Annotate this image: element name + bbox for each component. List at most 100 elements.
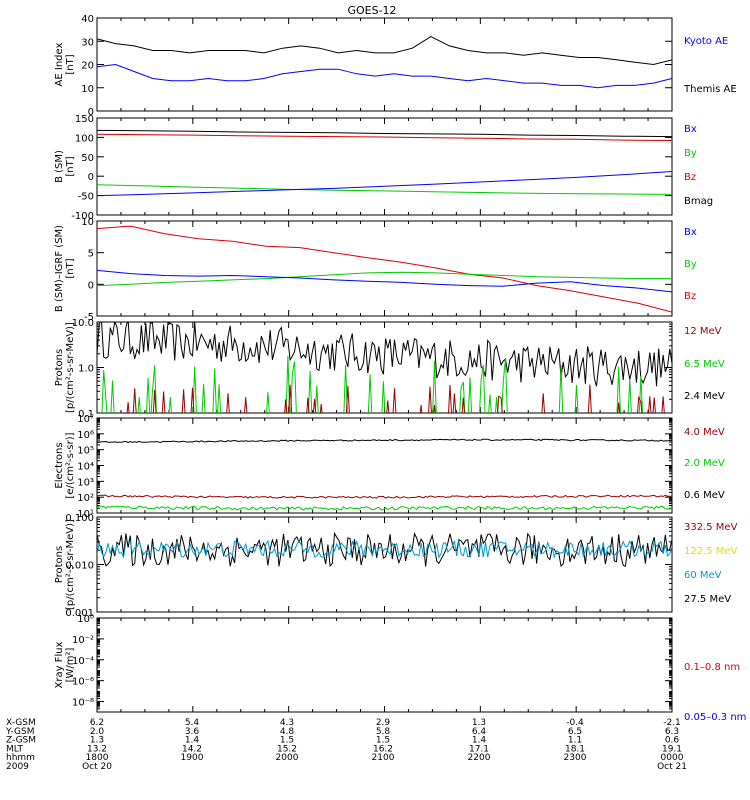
legend-entry: 332.5 MeV bbox=[684, 522, 738, 533]
y-axis-label: [e/(cm²-s-sr)] bbox=[65, 432, 76, 498]
y-tick-label: 10⁵ bbox=[77, 446, 94, 457]
y-tick-label: 10⁻⁶ bbox=[72, 677, 94, 688]
series-line-bsm-0 bbox=[97, 129, 672, 138]
xaxis-value: 2100 bbox=[372, 753, 395, 763]
panel-electrons: 10¹ 10² 10³ 10⁴ 10⁵ 10⁶ 10⁷ Electrons [e/(cm²-s-… bbox=[54, 414, 725, 520]
y-axis-label: [p/(cm²-s-sr-MeV)] bbox=[65, 322, 76, 413]
xaxis-value: 1800 bbox=[86, 753, 109, 763]
y-tick-label: 10² bbox=[77, 493, 94, 504]
y-axis-label: B (SM)–IGRF (SM) bbox=[54, 225, 65, 312]
legend-entry: 0.05–0.3 nm bbox=[684, 712, 746, 723]
y-tick-label: 0.001 bbox=[65, 608, 94, 619]
legend-entry: 2.4 MeV bbox=[684, 391, 725, 402]
xaxis-value: 15.2 bbox=[277, 744, 297, 754]
y-tick-label: 10³ bbox=[77, 477, 94, 488]
plot-frame bbox=[96, 117, 673, 216]
xaxis-value: 0000 bbox=[661, 753, 684, 763]
y-tick-label: 0.010 bbox=[65, 561, 94, 572]
series-line-protons-low-2 bbox=[126, 384, 665, 413]
y-tick-label: 10⁻⁸ bbox=[72, 698, 94, 709]
series-line-ae-0 bbox=[97, 36, 672, 66]
legend-entry: 0.6 MeV bbox=[684, 490, 725, 501]
series-line-bdiff-2 bbox=[97, 269, 672, 293]
xaxis-value: 6.2 bbox=[90, 718, 104, 728]
y-tick-label: 50 bbox=[81, 153, 94, 164]
xaxis-row-label: X-GSM bbox=[6, 718, 36, 728]
xaxis-value: Oct 20 bbox=[82, 762, 112, 772]
series-line-bsm-2 bbox=[97, 184, 672, 195]
y-tick-label: 10⁰ bbox=[77, 614, 94, 625]
y-axis-label: [nT] bbox=[65, 156, 76, 176]
legend-entry: Bmag bbox=[684, 196, 713, 207]
y-axis-label: AE Index bbox=[54, 42, 65, 86]
y-axis-label: B (SM) bbox=[54, 150, 65, 183]
y-tick-label: -5 bbox=[84, 312, 94, 323]
y-axis-label: Electrons bbox=[54, 442, 65, 488]
xaxis-row-label: Y-GSM bbox=[5, 727, 34, 737]
y-tick-label: 150 bbox=[75, 114, 94, 125]
y-tick-label: -50 bbox=[78, 192, 94, 203]
xaxis-value: 2000 bbox=[276, 753, 299, 763]
series-line-protons-low-0 bbox=[97, 322, 672, 387]
y-tick-label: 20 bbox=[81, 61, 94, 72]
y-tick-label: 1.0 bbox=[78, 364, 94, 375]
panel-xray: 10⁻⁸ 10⁻⁶ 10⁻⁴ 10⁻² 10⁰ Xray Flux [W/m²] 0.1–0.… bbox=[54, 614, 746, 723]
y-tick-label: 100 bbox=[75, 133, 94, 144]
xaxis-value: 2.0 bbox=[90, 727, 105, 737]
legend-entry: 122.5 MeV bbox=[684, 546, 738, 557]
xaxis-value: 2300 bbox=[564, 753, 587, 763]
y-axis-label: [nT] bbox=[65, 54, 76, 74]
xaxis-value: 2200 bbox=[468, 753, 491, 763]
y-tick-label: 10⁴ bbox=[77, 462, 94, 473]
series-line-bsm-1 bbox=[97, 133, 672, 141]
xaxis-row-label: Z-GSM bbox=[6, 736, 36, 746]
xaxis-value: 3.6 bbox=[185, 727, 200, 737]
y-axis-label: Protons bbox=[54, 349, 65, 386]
legend-entry: By bbox=[684, 148, 697, 159]
y-tick-label: 0.1 bbox=[78, 409, 94, 420]
panel-protons-high: 0.001 0.010 0.100 Protons [p/(cm²-s-sr-MeV)]… bbox=[54, 513, 738, 619]
y-tick-label: 10 bbox=[81, 217, 94, 228]
xaxis-value: 13.2 bbox=[87, 744, 107, 754]
legend-entry: By bbox=[684, 259, 697, 270]
panel-protons-low: 0.1 1.0 10.0 Protons [p/(cm²-s-sr-MeV)] 12 Me… bbox=[54, 318, 725, 420]
panel-ae: 0 10 20 30 40 AE Index [nT] Kyoto AE Themis AE bbox=[54, 14, 737, 118]
y-tick-label: 0.100 bbox=[65, 513, 94, 524]
xaxis-value: 4.8 bbox=[280, 727, 295, 737]
xaxis-row-label: MLT bbox=[6, 744, 24, 754]
legend-entry: Bz bbox=[684, 172, 696, 183]
legend-entry: 2.0 MeV bbox=[684, 458, 725, 469]
plot-frame bbox=[96, 617, 673, 713]
xaxis-value: 1.3 bbox=[472, 718, 486, 728]
xaxis-value: 18.1 bbox=[565, 744, 585, 754]
xaxis-value: 6.5 bbox=[568, 727, 582, 737]
y-axis-label: Protons bbox=[54, 546, 65, 583]
plot-frame bbox=[96, 17, 673, 112]
plot-frame bbox=[96, 220, 673, 317]
y-tick-label: 10⁻² bbox=[72, 635, 94, 646]
y-axis-label: [p/(cm²-s-sr-MeV)] bbox=[65, 519, 76, 610]
series-line-electrons-2 bbox=[97, 505, 672, 511]
panel-bdiff: -5 0 5 10 B (SM)–IGRF (SM) [nT] Bx By Bz bbox=[54, 217, 697, 323]
series-line-protons-low-1 bbox=[101, 355, 644, 413]
y-tick-label: 30 bbox=[81, 37, 94, 48]
legend-entry: 6.5 MeV bbox=[684, 359, 725, 370]
legend-entry: 4.0 MeV bbox=[684, 427, 725, 438]
y-tick-label: 5 bbox=[88, 249, 94, 260]
xaxis-value: 4.3 bbox=[280, 718, 294, 728]
xaxis-row-label: 2009 bbox=[6, 762, 29, 772]
y-tick-label: 10.0 bbox=[72, 318, 94, 329]
xaxis-value: -2.1 bbox=[663, 718, 681, 728]
series-line-protons-high-0 bbox=[97, 531, 672, 568]
y-tick-label: 10⁻⁴ bbox=[72, 656, 94, 667]
y-tick-label: -100 bbox=[71, 211, 94, 222]
y-axis-label: [nT] bbox=[65, 258, 76, 278]
xaxis-value: 0.6 bbox=[665, 736, 680, 746]
y-tick-label: 10¹ bbox=[77, 509, 94, 520]
legend-entry: 0.1–0.8 nm bbox=[684, 662, 740, 673]
y-tick-label: 0 bbox=[88, 172, 94, 183]
xaxis-value: 6.3 bbox=[665, 727, 679, 737]
xaxis-value: 1900 bbox=[181, 753, 204, 763]
legend-entry: Kyoto AE bbox=[684, 36, 728, 47]
series-line-bdiff-1 bbox=[97, 271, 672, 287]
